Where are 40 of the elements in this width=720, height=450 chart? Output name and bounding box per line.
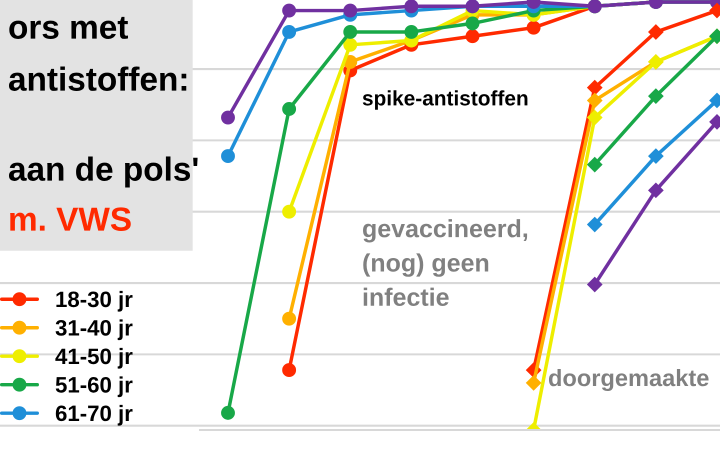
point <box>466 16 480 30</box>
point <box>282 102 296 116</box>
legend-label: 18-30 jr <box>56 290 133 312</box>
point <box>221 110 235 125</box>
point <box>221 406 235 420</box>
legend-label: 41-50 jr <box>55 348 133 369</box>
point <box>587 216 602 232</box>
point <box>343 38 358 52</box>
legend-label: 51-60 jr <box>56 376 133 398</box>
point <box>282 204 296 219</box>
text: antistoffen: <box>8 66 186 91</box>
point <box>282 312 296 326</box>
text: aan de pols' <box>8 156 198 188</box>
point <box>648 88 664 104</box>
point <box>282 363 296 378</box>
point <box>466 29 480 44</box>
annotation: doorgemaakte <box>548 368 709 392</box>
text: ors met <box>9 16 128 39</box>
point <box>648 148 664 164</box>
point <box>587 276 602 292</box>
point <box>343 4 358 18</box>
legend-label: 31-40 jr <box>56 319 133 340</box>
text: m. VWS <box>10 207 131 231</box>
point <box>404 25 418 39</box>
point <box>648 24 664 40</box>
point <box>526 375 542 390</box>
legend-label: 61-70 jr <box>56 404 133 426</box>
point <box>648 182 664 198</box>
point <box>282 4 296 18</box>
annotation: gevaccineerd, (nog) geen infectie <box>363 219 528 306</box>
annotation: spike-antistoffen <box>362 90 528 110</box>
point <box>404 0 418 14</box>
point <box>282 25 296 39</box>
point <box>587 157 602 172</box>
point <box>221 149 235 164</box>
point <box>526 20 541 35</box>
point <box>587 110 602 126</box>
point <box>343 25 358 39</box>
point <box>587 80 602 96</box>
point <box>587 92 602 108</box>
